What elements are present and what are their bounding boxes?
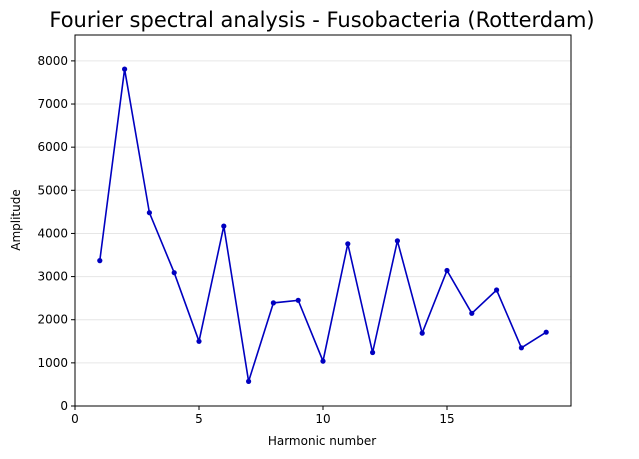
- data-point: [345, 241, 351, 247]
- y-tick-label: 5000: [37, 183, 68, 197]
- data-point: [543, 329, 549, 335]
- data-point: [221, 223, 227, 229]
- data-point: [295, 297, 301, 303]
- chart-title: Fourier spectral analysis - Fusobacteria…: [49, 8, 594, 32]
- y-tick-label: 7000: [37, 97, 68, 111]
- amplitude-series-line: [99, 68, 547, 382]
- x-axis-label: Harmonic number: [268, 434, 376, 448]
- data-point: [518, 345, 525, 351]
- plot-frame: [74, 34, 572, 407]
- y-tick-label: 3000: [37, 270, 68, 284]
- x-tick-label: 5: [195, 412, 203, 426]
- data-point: [270, 300, 276, 306]
- grid-layer: [75, 60, 571, 407]
- y-tick-label: 0: [60, 399, 68, 413]
- data-point: [444, 267, 450, 274]
- data-point: [320, 358, 326, 364]
- data-point: [122, 66, 128, 72]
- data-point: [171, 270, 177, 276]
- data-point: [469, 310, 475, 316]
- y-tick-label: 4000: [37, 226, 68, 240]
- x-tick-label: 10: [315, 412, 330, 426]
- x-tick-label: 0: [71, 412, 79, 426]
- x-tick-label: 15: [439, 412, 454, 426]
- data-point: [419, 330, 425, 336]
- data-point: [370, 349, 376, 356]
- data-point: [494, 287, 500, 293]
- y-tick-label: 2000: [37, 313, 68, 327]
- data-point: [196, 338, 202, 344]
- data-point: [146, 210, 152, 216]
- y-axis-label: Amplitude: [9, 189, 23, 251]
- y-tick-label: 6000: [37, 140, 68, 154]
- y-tick-label: 8000: [37, 54, 68, 68]
- tick-layer: 0 1000 2000 3000 4000 5000 6000 7000 8000 0 5 10 15: [37, 54, 454, 426]
- data-point: [97, 258, 103, 264]
- y-tick-label: 1000: [37, 356, 68, 370]
- series-layer: [97, 66, 549, 384]
- data-point: [394, 238, 400, 244]
- data-point: [246, 378, 252, 384]
